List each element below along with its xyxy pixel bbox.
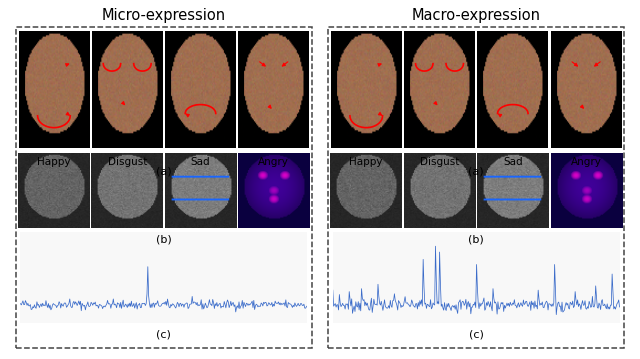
Text: Angry: Angry: [259, 157, 289, 167]
Text: (c): (c): [156, 330, 172, 340]
Text: Sad: Sad: [191, 157, 211, 167]
Text: Macro-expression: Macro-expression: [412, 8, 541, 23]
Text: Sad: Sad: [503, 157, 523, 167]
Text: (a): (a): [156, 166, 172, 176]
Text: Happy: Happy: [37, 157, 70, 167]
Text: Disgust: Disgust: [420, 157, 460, 167]
Text: (a): (a): [468, 166, 484, 176]
Text: Happy: Happy: [349, 157, 383, 167]
Text: (b): (b): [156, 234, 172, 244]
Text: Disgust: Disgust: [108, 157, 147, 167]
Text: Angry: Angry: [571, 157, 602, 167]
Text: Micro-expression: Micro-expression: [102, 8, 226, 23]
Text: (b): (b): [468, 234, 484, 244]
Text: (c): (c): [468, 330, 484, 340]
